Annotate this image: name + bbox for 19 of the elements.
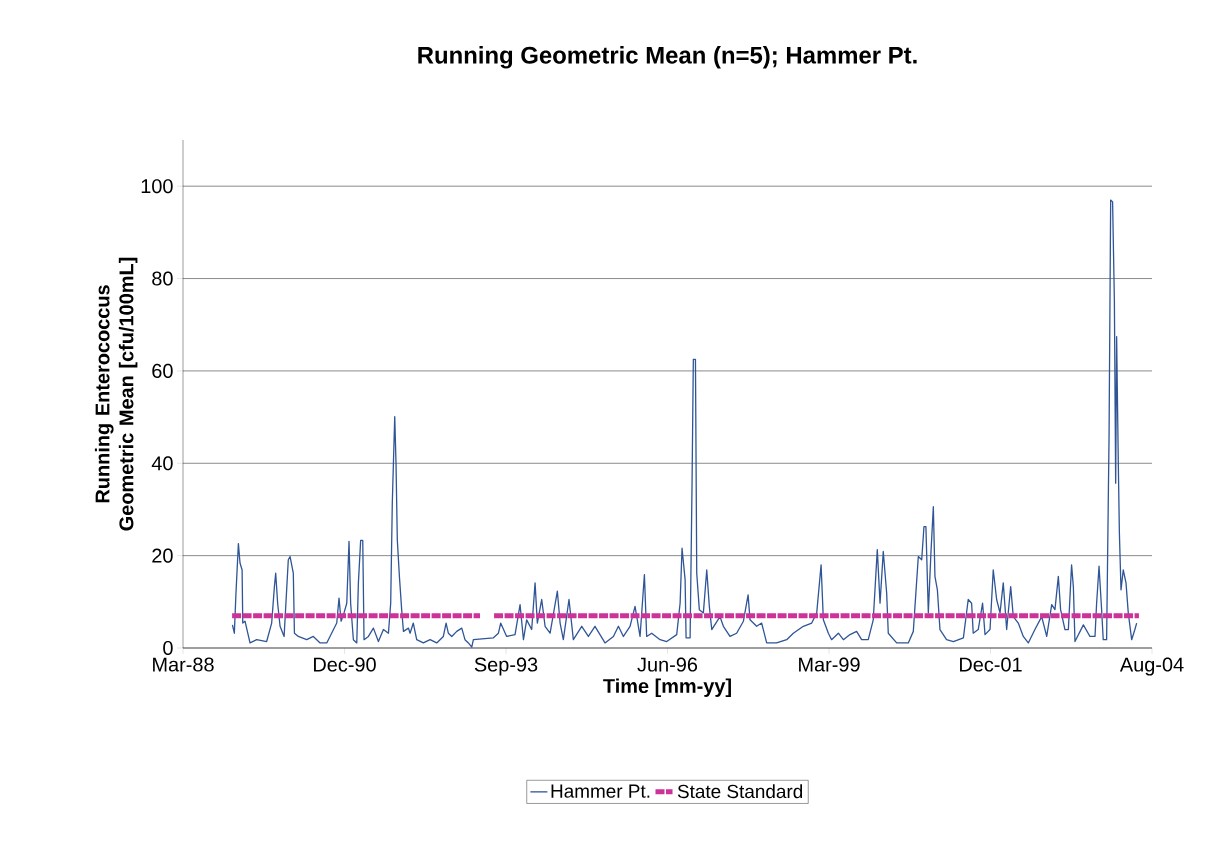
x-tick-label: Mar-99	[799, 657, 860, 672]
legend-label: State Standard	[677, 784, 803, 799]
chart-title: Running Geometric Mean (n=5); Hammer Pt.	[418, 46, 917, 69]
y-tick-label: 100	[141, 179, 173, 194]
x-tick-label: Mar-88	[153, 657, 214, 672]
x-tick-label: Sep-93	[474, 657, 538, 676]
y-axis-title: Running Enterococcus Geometric Mean [cfu/100mL]	[94, 257, 138, 531]
x-tick-label: Dec-90	[314, 657, 376, 672]
x-tick-label: Dec-01	[960, 657, 1022, 672]
line-series	[231, 199, 1138, 648]
y-tick-label: 20	[152, 548, 173, 563]
x-axis-title: Time [mm-yy]	[603, 678, 731, 697]
legend-label: Hammer Pt.	[551, 784, 650, 798]
y-tick-label: 80	[152, 271, 173, 286]
x-tick-label: Jun-96	[637, 657, 698, 672]
y-tick-label: 40	[151, 456, 173, 471]
x-tick-label: Aug-04	[1119, 657, 1184, 676]
y-tick-label: 60	[152, 363, 173, 378]
y-tick-label: 0	[163, 640, 173, 656]
